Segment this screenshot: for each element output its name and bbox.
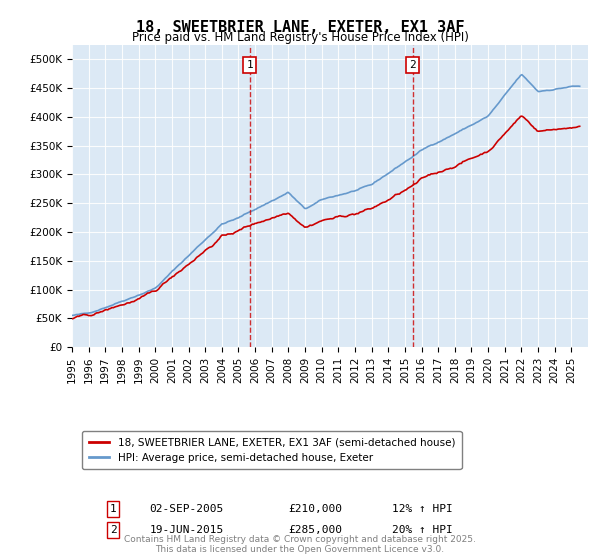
Text: £210,000: £210,000 bbox=[289, 504, 343, 514]
Legend: 18, SWEETBRIER LANE, EXETER, EX1 3AF (semi-detached house), HPI: Average price, : 18, SWEETBRIER LANE, EXETER, EX1 3AF (se… bbox=[82, 431, 461, 469]
Text: 20% ↑ HPI: 20% ↑ HPI bbox=[392, 525, 452, 535]
Text: Price paid vs. HM Land Registry's House Price Index (HPI): Price paid vs. HM Land Registry's House … bbox=[131, 31, 469, 44]
Text: 2: 2 bbox=[409, 60, 416, 70]
Text: 12% ↑ HPI: 12% ↑ HPI bbox=[392, 504, 452, 514]
Text: 18, SWEETBRIER LANE, EXETER, EX1 3AF: 18, SWEETBRIER LANE, EXETER, EX1 3AF bbox=[136, 20, 464, 35]
Text: 2: 2 bbox=[110, 525, 116, 535]
Text: 02-SEP-2005: 02-SEP-2005 bbox=[149, 504, 224, 514]
Text: £285,000: £285,000 bbox=[289, 525, 343, 535]
Text: 19-JUN-2015: 19-JUN-2015 bbox=[149, 525, 224, 535]
Text: Contains HM Land Registry data © Crown copyright and database right 2025.
This d: Contains HM Land Registry data © Crown c… bbox=[124, 535, 476, 554]
Text: 1: 1 bbox=[110, 504, 116, 514]
Text: 1: 1 bbox=[246, 60, 253, 70]
